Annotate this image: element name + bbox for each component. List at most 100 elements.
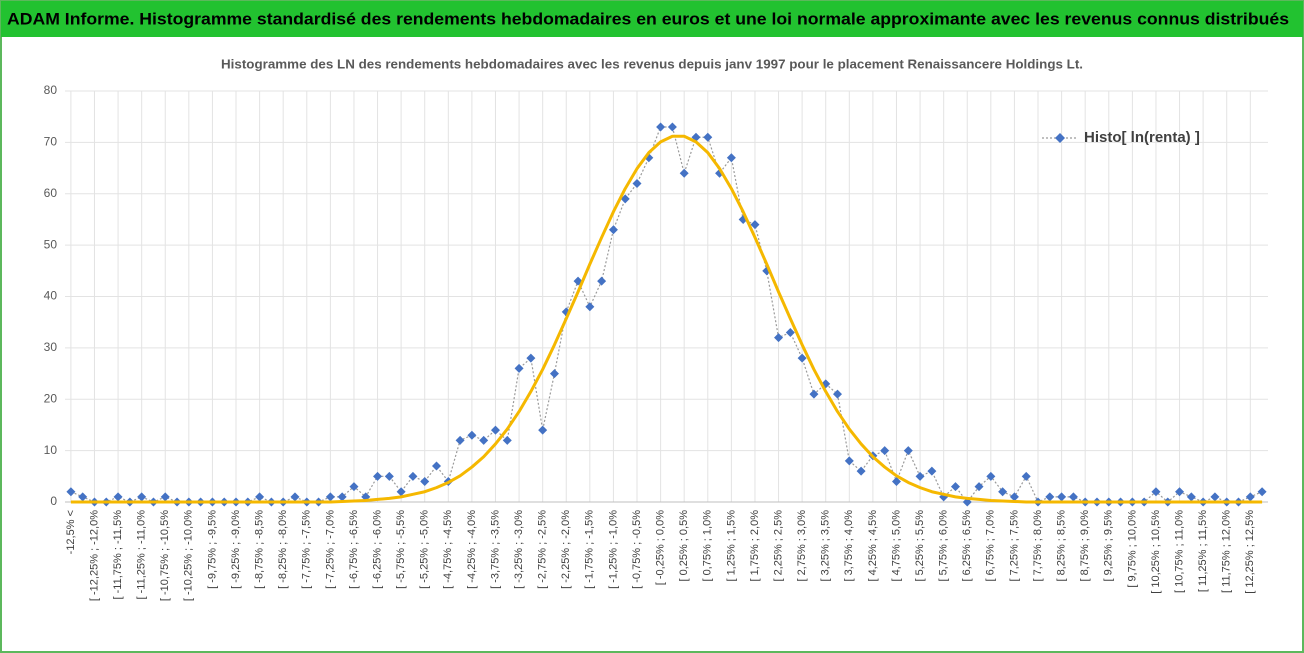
x-tick-label: [ -10,75% ; -10,5% — [159, 510, 171, 601]
data-point — [986, 471, 996, 481]
data-point — [927, 466, 937, 476]
data-point — [785, 327, 795, 337]
data-point — [137, 492, 147, 502]
y-tick-label: 0 — [50, 494, 57, 508]
data-point — [597, 276, 607, 286]
x-tick-label: [ 10,75% ; 11,0% — [1173, 510, 1185, 593]
data-point — [479, 435, 489, 445]
x-tick-label: [ 11,25% ; 11,5% — [1197, 510, 1209, 592]
data-point — [891, 476, 901, 486]
data-point — [502, 435, 512, 445]
data-point — [349, 482, 359, 492]
data-point — [325, 492, 335, 502]
data-point — [844, 456, 854, 466]
data-point — [1057, 492, 1067, 502]
header-title: ADAM Informe. Histogramme standardisé de… — [7, 9, 1289, 28]
data-point — [679, 168, 689, 178]
x-tick-label: [ 8,75% ; 9,0% — [1079, 510, 1091, 582]
data-point — [750, 220, 760, 230]
x-tick-label: [ 1,25% ; 1,5% — [725, 510, 737, 582]
x-tick-label: [ 7,75% ; 8,0% — [1032, 510, 1044, 582]
x-tick-label: [ -4,75% ; -4,5% — [442, 510, 454, 589]
x-tick-label: [ 0,25% ; 0,5% — [678, 510, 690, 582]
x-tick-label: [ 6,25% ; 6,5% — [961, 510, 973, 582]
data-point — [974, 482, 984, 492]
x-tick-label: [ -8,25% ; -8,0% — [277, 510, 289, 589]
x-tick-label: [ -9,75% ; -9,5% — [206, 510, 218, 589]
x-tick-label: [ -2,75% ; -2,5% — [537, 510, 549, 589]
x-tick-label: [ -7,75% ; -7,5% — [301, 510, 313, 589]
y-tick-label: 40 — [44, 289, 58, 303]
x-tick-label: [ 3,75% ; 4,0% — [843, 510, 855, 582]
data-point — [1045, 492, 1055, 502]
data-point — [774, 333, 784, 343]
chart-title: Histogramme des LN des rendements hebdom… — [221, 56, 1083, 71]
data-point — [856, 466, 866, 476]
x-tick-label: [ -10,25% ; -10,0% — [183, 510, 195, 601]
y-tick-label: 10 — [44, 443, 58, 457]
x-tick-label: [ -12,25% ; -12,0% — [88, 510, 100, 601]
data-point — [585, 302, 595, 312]
x-tick-label: [ 2,75% ; 3,0% — [796, 510, 808, 582]
data-point — [396, 487, 406, 497]
x-tick-label: [ -1,25% ; -1,0% — [607, 510, 619, 589]
x-tick-label: [ 12,25% ; 12,5% — [1244, 510, 1256, 594]
x-tick-label: [ 10,25% ; 10,5% — [1150, 510, 1162, 594]
x-tick-label: [ -4,25% ; -4,0% — [466, 510, 478, 589]
x-tick-label: [ 0,75% ; 1,0% — [702, 510, 714, 582]
data-point — [384, 471, 394, 481]
data-point — [620, 194, 630, 204]
x-tick-label: [ 5,75% ; 6,0% — [938, 510, 950, 582]
data-point — [420, 476, 430, 486]
legend-label: Histo[ ln(renta) ] — [1084, 129, 1200, 146]
x-tick-label: [ -8,75% ; -8,5% — [254, 510, 266, 589]
data-point — [1009, 492, 1019, 502]
data-point — [337, 492, 347, 502]
x-tick-label: [ 2,25% ; 2,5% — [772, 510, 784, 582]
y-tick-label: 20 — [44, 391, 58, 405]
data-point — [1151, 487, 1161, 497]
data-point — [373, 471, 383, 481]
x-tick-label: [ 6,75% ; 7,0% — [985, 510, 997, 582]
y-tick-label: 70 — [44, 135, 58, 149]
legend-marker — [1055, 133, 1065, 143]
x-tick-label: [ -0,25% ; 0,0% — [655, 510, 667, 585]
data-point — [526, 353, 536, 363]
data-point — [809, 389, 819, 399]
data-point — [78, 492, 88, 502]
data-point — [667, 122, 677, 132]
data-point — [726, 153, 736, 163]
x-tick-label: [ 4,25% ; 4,5% — [867, 510, 879, 582]
header-bar — [1, 1, 1303, 37]
x-tick-label: [ -1,75% ; -1,5% — [584, 510, 596, 589]
normal-curve — [70, 134, 1263, 504]
x-tick-label: [ 4,75% ; 5,0% — [890, 510, 902, 582]
x-tick-label: [ -5,75% ; -5,5% — [395, 510, 407, 589]
data-point — [833, 389, 843, 399]
x-tick-label: [ -9,25% ; -9,0% — [230, 510, 242, 589]
data-point — [514, 363, 524, 373]
data-point — [1245, 492, 1255, 502]
data-point — [455, 435, 465, 445]
data-point — [903, 446, 913, 456]
x-tick-label: -12,5% < — [65, 510, 77, 554]
x-tick-label: [ -11,25% ; -11,0% — [136, 510, 148, 600]
data-point — [915, 471, 925, 481]
y-tick-label: 60 — [44, 186, 58, 200]
data-point — [880, 446, 890, 456]
data-point — [632, 178, 642, 188]
y-tick-label: 30 — [44, 340, 58, 354]
data-point — [538, 425, 548, 435]
data-point — [490, 425, 500, 435]
data-point — [549, 369, 559, 379]
x-tick-label: [ 11,75% ; 12,0% — [1221, 510, 1233, 593]
y-tick-label: 80 — [44, 83, 58, 97]
data-point — [432, 461, 442, 471]
x-tick-label: [ 3,25% ; 3,5% — [820, 510, 832, 582]
y-tick-label: 50 — [44, 237, 58, 251]
x-tick-label: [ 1,75% ; 2,0% — [749, 510, 761, 582]
x-tick-label: [ -11,75% ; -11,5% — [112, 510, 124, 600]
